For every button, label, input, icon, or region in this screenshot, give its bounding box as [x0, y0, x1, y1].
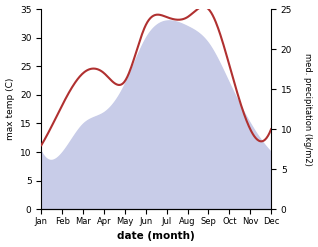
X-axis label: date (month): date (month): [117, 231, 195, 242]
Y-axis label: max temp (C): max temp (C): [5, 78, 15, 140]
Y-axis label: med. precipitation (kg/m2): med. precipitation (kg/m2): [303, 53, 313, 165]
